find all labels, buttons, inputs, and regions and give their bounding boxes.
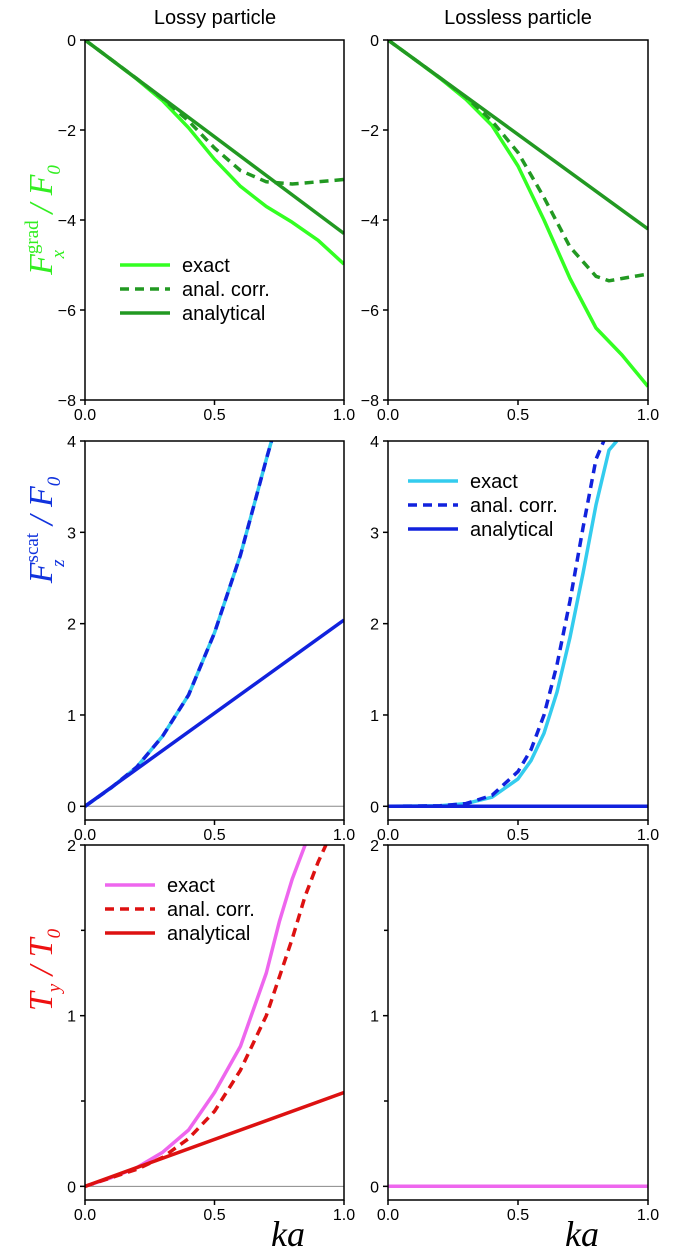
y-tick-label: −2 [58,123,76,140]
legend-label: exact [167,875,215,897]
y-tick-label: −4 [58,213,76,230]
x-axis-label-right: ka [565,1214,599,1251]
series-line-exact [85,441,274,808]
x-tick-label: 0.5 [507,1207,529,1224]
series-line-analytical [388,40,648,231]
row-label-scattering-force: Fscatz / F0 [22,476,69,584]
y-tick-label: 0 [67,799,76,816]
y-tick-label: 4 [67,434,76,451]
y-tick-label: 0 [370,799,379,816]
x-tick-label: 1.0 [637,1207,659,1224]
legend-label: anal. corr. [167,899,255,921]
legend-label: analytical [470,519,553,541]
series-line-anal-corr- [85,40,344,186]
x-axis-label-left: ka [271,1214,305,1251]
panel-row2-left: 0.0 0.5 1.0 0 1 2 3 4 [67,434,355,844]
x-tick-label: 1.0 [637,407,659,424]
y-tick-label: 0 [370,33,379,50]
row-label-torque: Ty / T0 [23,928,65,1011]
x-tick-label: 0.0 [377,407,399,424]
legend-label: anal. corr. [470,495,558,517]
y-tick-label: 0 [67,33,76,50]
y-tick-label: 1 [370,708,379,725]
x-tick-label: 0.0 [377,1207,399,1224]
y-tick-label: 1 [67,708,76,725]
y-tick-label: 2 [67,838,76,855]
x-tick-label: 1.0 [333,1207,355,1224]
legend-label: anal. corr. [182,279,270,301]
legend-label: analytical [167,923,250,945]
row-label-gradient-force: Fgradx / F0 [22,165,69,276]
plot-frame [387,39,649,401]
series-line-anal-corr- [388,441,606,809]
legend-label: exact [470,471,518,493]
x-tick-label: 0.0 [377,827,399,844]
y-tick-label: 2 [370,617,379,634]
y-tick-label: 0 [370,1179,379,1196]
plot-frame [84,39,345,401]
series-line-exact [388,40,648,388]
column-title-lossless: Lossless particle [444,7,592,29]
y-tick-label: −2 [361,123,379,140]
y-tick-label: −8 [58,393,76,410]
x-tick-label: 0.0 [74,827,96,844]
x-tick-label: 0.5 [203,1207,225,1224]
y-tick-label: 1 [370,1009,379,1026]
x-tick-label: 0.0 [74,407,96,424]
series-line-analytical [85,618,344,808]
y-tick-label: 4 [370,434,379,451]
x-tick-label: 1.0 [333,407,355,424]
series-line-analytical [85,1090,344,1188]
series-line-analytical [85,40,344,235]
x-tick-label: 0.5 [507,827,529,844]
y-tick-label: −4 [361,213,379,230]
x-tick-label: 0.5 [507,407,529,424]
column-title-lossy: Lossy particle [154,7,276,29]
y-tick-label: 0 [67,1179,76,1196]
y-tick-label: −6 [58,303,76,320]
x-tick-label: 1.0 [637,827,659,844]
y-tick-label: 3 [370,525,379,542]
plot-frame [387,844,649,1201]
x-tick-label: 0.5 [203,827,225,844]
y-tick-label: 1 [67,1009,76,1026]
y-tick-label: 2 [370,838,379,855]
y-tick-label: −6 [361,303,379,320]
x-tick-label: 0.5 [203,407,225,424]
panel-row3-right: 0.0 0.5 1.0 0 1 2 [370,838,659,1224]
y-tick-label: 3 [67,525,76,542]
x-tick-label: 0.0 [74,1207,96,1224]
series-line-anal-corr- [85,441,274,808]
y-tick-label: 2 [67,617,76,634]
y-tick-label: −8 [361,393,379,410]
legend-label: exact [182,255,230,277]
series-line-anal-corr- [388,40,648,283]
series-line-exact [85,40,344,266]
x-tick-label: 1.0 [333,827,355,844]
panel-row1-right: 0.0 0.5 1.0 −8 −6 −4 −2 0 [361,33,659,424]
legend-label: analytical [182,303,265,325]
